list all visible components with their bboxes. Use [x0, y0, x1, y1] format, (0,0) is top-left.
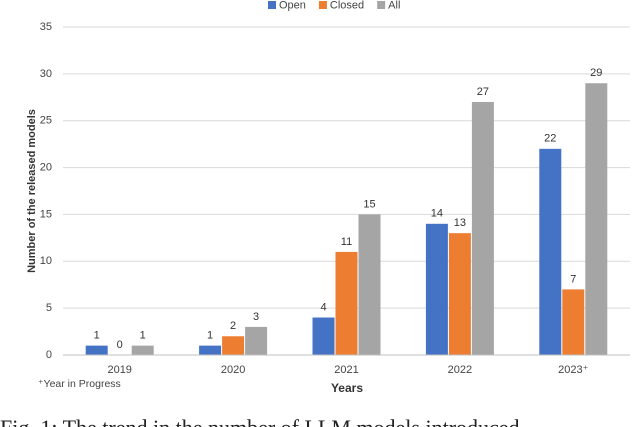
bar	[425, 223, 448, 355]
value-label: 1	[94, 330, 100, 342]
y-tick-label: 25	[40, 115, 52, 127]
caption: Fig. 1: The trend in the number of LLM m…	[0, 415, 520, 427]
x-tick-label: 2021	[334, 364, 358, 376]
x-tick-label: 2022	[448, 364, 472, 376]
value-label: 29	[590, 67, 602, 79]
y-tick-label: 10	[40, 255, 52, 267]
value-label: 0	[117, 339, 123, 351]
y-tick-label: 5	[46, 302, 52, 314]
y-axis-title: Number of the released models	[26, 109, 38, 273]
value-label: 3	[253, 311, 259, 323]
value-label: 13	[454, 217, 466, 229]
x-tick-label: 2019	[107, 364, 131, 376]
bar	[358, 214, 381, 355]
y-tick-label: 35	[40, 21, 52, 33]
bar	[335, 251, 358, 355]
y-tick-label: 15	[40, 208, 52, 220]
bar	[585, 83, 608, 355]
bar	[312, 317, 335, 355]
bar	[222, 336, 245, 355]
bar	[245, 326, 268, 355]
legend-swatch	[268, 1, 276, 9]
value-label: 27	[477, 86, 489, 98]
value-label: 15	[363, 198, 375, 210]
value-label: 14	[431, 208, 443, 220]
value-label: 1	[140, 330, 146, 342]
y-tick-label: 0	[46, 349, 52, 361]
legend-swatch	[377, 1, 386, 9]
y-tick-label: 20	[40, 161, 52, 173]
x-tick-label: 2020	[221, 364, 245, 376]
value-label: 22	[544, 133, 556, 145]
value-label: 1	[207, 330, 213, 342]
bar	[539, 148, 562, 355]
bar	[131, 345, 154, 355]
bar	[562, 289, 585, 355]
value-label: 11	[341, 236, 352, 248]
footnote: ⁺Year in Progress	[38, 378, 121, 390]
legend-swatch	[318, 1, 327, 9]
bar	[448, 233, 471, 355]
y-tick-label: 30	[40, 68, 52, 80]
value-label: 4	[320, 301, 326, 313]
legend-label: All	[388, 0, 400, 11]
legend-label: Closed	[330, 0, 364, 11]
bar	[471, 101, 494, 355]
bar	[85, 345, 108, 355]
legend-label: Open	[279, 0, 306, 11]
value-label: 7	[570, 273, 576, 285]
value-label: 2	[230, 320, 236, 332]
bar	[199, 345, 222, 355]
x-axis-title: Years	[331, 381, 363, 395]
x-tick-label: 2023⁺	[558, 364, 588, 376]
